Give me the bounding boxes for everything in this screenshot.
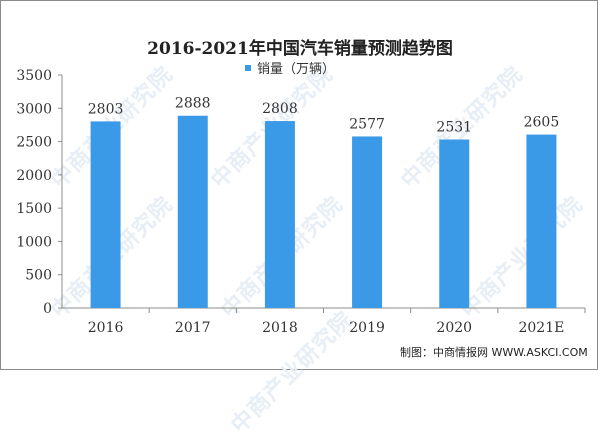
x-tick-label: 2018 bbox=[262, 320, 298, 336]
y-tick-label: 2000 bbox=[16, 168, 52, 184]
bar bbox=[526, 134, 557, 308]
bar-chart: 0 500 1000 1500 2000 2500 3000 3500 2803 2016 2888… bbox=[16, 68, 586, 336]
x-tick-label: 2021E bbox=[518, 320, 564, 336]
data-label: 2808 bbox=[262, 101, 298, 117]
x-tick-label: 2020 bbox=[436, 320, 472, 336]
y-tick-label: 0 bbox=[43, 301, 52, 317]
bar bbox=[264, 121, 295, 308]
bar bbox=[90, 121, 121, 308]
bar bbox=[177, 115, 208, 308]
chart-credit: 制图：中商情报网 WWW.ASKCI.COM bbox=[400, 346, 588, 359]
data-label: 2531 bbox=[436, 120, 472, 136]
chart-title: 2016-2021年中国汽车销量预测趋势图 bbox=[147, 39, 453, 59]
y-tick-label: 3000 bbox=[16, 101, 52, 117]
y-tick-label: 2500 bbox=[16, 135, 52, 151]
chart-legend: 销量（万辆） bbox=[245, 58, 335, 77]
x-tick-label: 2016 bbox=[88, 320, 124, 336]
x-tick-label: 2019 bbox=[349, 320, 385, 336]
legend-label: 销量（万辆） bbox=[257, 62, 336, 77]
bar bbox=[439, 139, 470, 308]
bar bbox=[352, 136, 383, 308]
data-label: 2888 bbox=[175, 96, 211, 112]
data-label: 2803 bbox=[88, 101, 124, 117]
data-label: 2577 bbox=[349, 116, 385, 132]
y-tick-label: 1000 bbox=[16, 234, 52, 250]
y-tick-label: 1500 bbox=[16, 201, 52, 217]
y-tick-label: 500 bbox=[25, 268, 52, 284]
data-label: 2605 bbox=[524, 115, 560, 131]
legend-swatch bbox=[245, 64, 251, 71]
y-tick-label: 3500 bbox=[16, 68, 52, 84]
x-tick-label: 2017 bbox=[175, 320, 211, 336]
